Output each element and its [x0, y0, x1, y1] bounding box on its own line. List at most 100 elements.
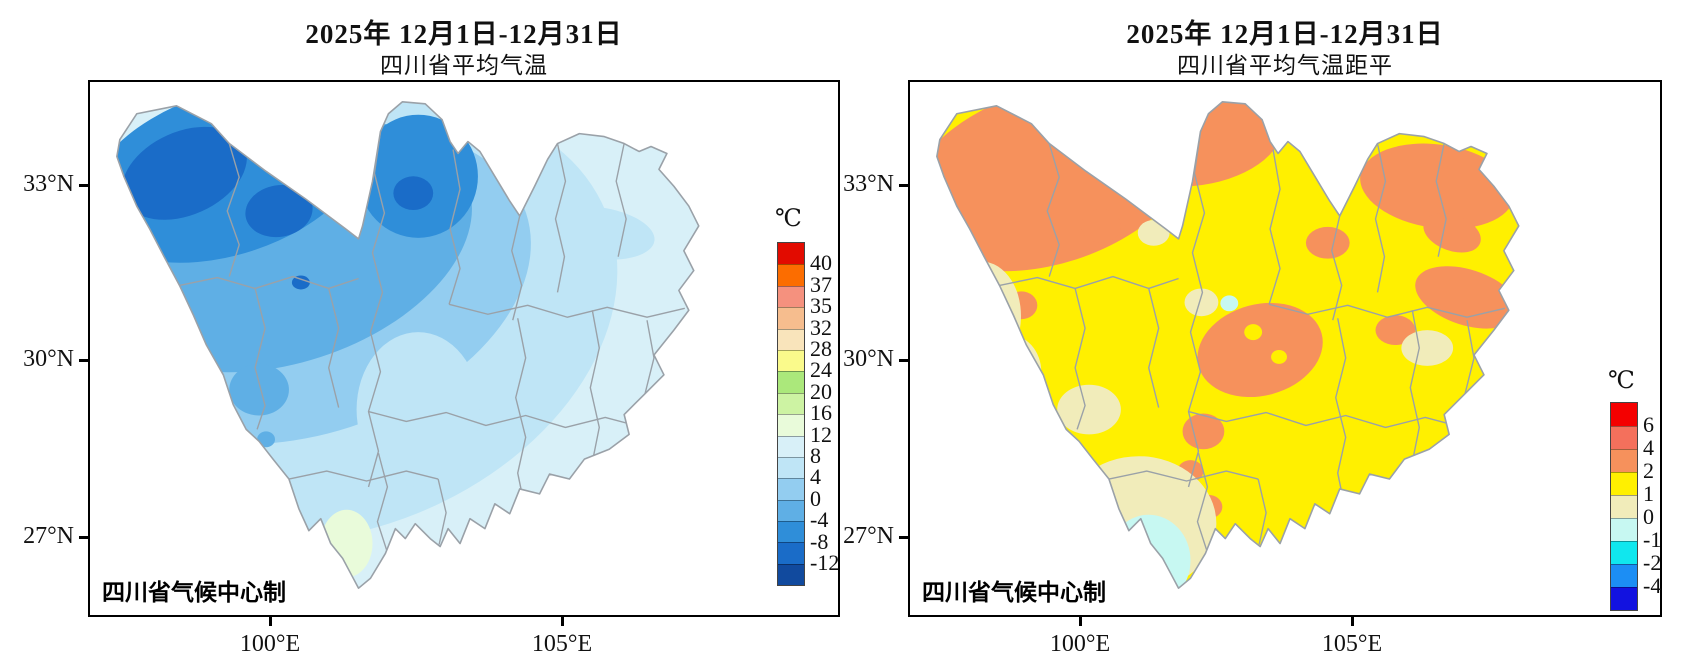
temperature-zone — [358, 114, 478, 238]
legend-cell — [778, 542, 804, 564]
temperature-zone — [1375, 315, 1416, 346]
y-tick-mark — [79, 184, 88, 187]
temperature-zone — [393, 176, 434, 211]
right-map-subtitle: 四川省平均气温距平 — [1177, 53, 1393, 78]
y-tick-label: 30°N — [843, 346, 894, 372]
prefecture-boundary — [328, 288, 340, 408]
x-tick-mark — [1079, 617, 1082, 626]
legend-cell — [778, 371, 804, 393]
temperature-zone — [1305, 226, 1350, 259]
prefecture-boundary — [554, 143, 567, 293]
legend-cell — [778, 563, 804, 586]
legend-tick-label: 0 — [810, 485, 821, 511]
sichuan-temp-anomaly-map — [936, 101, 1520, 608]
temperature-zone — [1220, 295, 1239, 312]
prefecture-boundary — [1374, 143, 1387, 293]
prefecture-boundary — [226, 143, 240, 277]
legend-cell — [778, 243, 804, 265]
temperature-zone — [1137, 219, 1170, 246]
legend-tick-label: -4 — [1643, 573, 1662, 598]
prefecture-boundary — [615, 143, 627, 257]
prefecture-boundary — [437, 478, 447, 545]
prefecture-boundary — [448, 149, 461, 305]
prefecture-boundary — [511, 215, 523, 321]
legend-tick-label: -2 — [1643, 550, 1662, 575]
temperature-zone — [1184, 288, 1219, 317]
prefecture-boundary — [254, 288, 266, 430]
legend-colorbar — [777, 242, 805, 587]
temperature-zone — [1148, 129, 1183, 158]
temperature-zone — [973, 334, 1042, 410]
temperature-zone — [1423, 213, 1481, 253]
legend-tick-label: 4 — [810, 464, 821, 490]
legend-cell — [778, 349, 804, 372]
legend-cell — [778, 328, 804, 350]
prefecture-boundary — [1335, 527, 1426, 539]
temperature-zone — [257, 431, 276, 448]
x-tick-label: 100°E — [239, 631, 301, 657]
legend-cell — [1611, 587, 1637, 610]
legend-tick-label: 35 — [810, 293, 832, 319]
legend-tick-label: -4 — [810, 507, 829, 533]
prefecture-boundary — [288, 470, 439, 482]
left-map-subtitle: 四川省平均气温 — [380, 53, 548, 78]
legend-cell — [778, 521, 804, 543]
y-tick-mark — [79, 359, 88, 362]
temperature-zone — [229, 363, 289, 416]
legend-cell — [1611, 541, 1637, 564]
right-map-frame: ℃ 6 4 2 1 0 -1 -2 -4 四川省气候中心制 — [908, 80, 1662, 617]
prefecture-boundary — [1268, 303, 1505, 318]
temperature-zone — [1197, 302, 1323, 398]
prefecture-boundary — [999, 275, 1179, 290]
y-tick-label: 33°N — [843, 171, 894, 197]
legend-tick-label: 37 — [810, 271, 832, 297]
prefecture-boundary — [448, 303, 685, 318]
legend-cell — [778, 264, 804, 286]
legend-cell — [1611, 403, 1637, 426]
legend-tick-label: 8 — [810, 443, 821, 468]
temperature-zone — [1244, 324, 1263, 341]
legend-tick-label: 28 — [810, 336, 832, 361]
y-tick-mark — [79, 536, 88, 539]
legend-colorbar — [1610, 402, 1638, 611]
prefecture-boundary — [1148, 288, 1160, 408]
right-map-title: 2025年 12月1日-12月31日 — [1126, 19, 1444, 49]
legend-tick-label: 1 — [1643, 481, 1654, 506]
legend-cell — [778, 414, 804, 436]
temperature-zone — [245, 184, 313, 238]
legend-unit-label: ℃ — [1608, 368, 1635, 394]
legend-cell — [778, 435, 804, 457]
right-attribution: 四川省气候中心制 — [922, 579, 1106, 605]
y-tick-mark — [899, 536, 908, 539]
y-tick-label: 33°N — [23, 171, 74, 197]
province-outline — [936, 101, 1520, 589]
temperature-zone — [1081, 209, 1121, 243]
legend-tick-label: 32 — [810, 314, 832, 340]
legend-tick-label: 16 — [810, 400, 832, 426]
legend-unit-label: ℃ — [775, 206, 802, 232]
y-tick-mark — [899, 359, 908, 362]
prefecture-boundary — [1257, 478, 1267, 545]
prefecture-boundary — [1046, 143, 1060, 277]
left-attribution: 四川省气候中心制 — [102, 579, 286, 605]
legend-tick-label: 2 — [1643, 458, 1654, 483]
legend-tick-label: -1 — [1643, 527, 1662, 552]
legend-tick-label: 0 — [1643, 504, 1654, 529]
legend-cell — [1611, 518, 1637, 541]
legend-tick-label: 4 — [1643, 435, 1654, 460]
legend-cell — [1611, 426, 1637, 449]
y-tick-mark — [899, 184, 908, 187]
legend-cell — [1611, 564, 1637, 587]
legend-tick-label: 24 — [810, 357, 832, 383]
x-tick-mark — [561, 617, 564, 626]
province-outline — [116, 101, 700, 589]
prefecture-boundary — [1108, 470, 1259, 482]
legend-cell — [1611, 449, 1637, 472]
temperature-zone — [356, 332, 480, 487]
temperature-zone — [1191, 588, 1215, 608]
temperature-zone — [1106, 514, 1191, 589]
sichuan-avg-temp-map — [116, 101, 700, 589]
prefecture-boundary — [1074, 288, 1086, 430]
x-tick-label: 100°E — [1049, 631, 1111, 657]
legend-cell — [778, 499, 804, 522]
